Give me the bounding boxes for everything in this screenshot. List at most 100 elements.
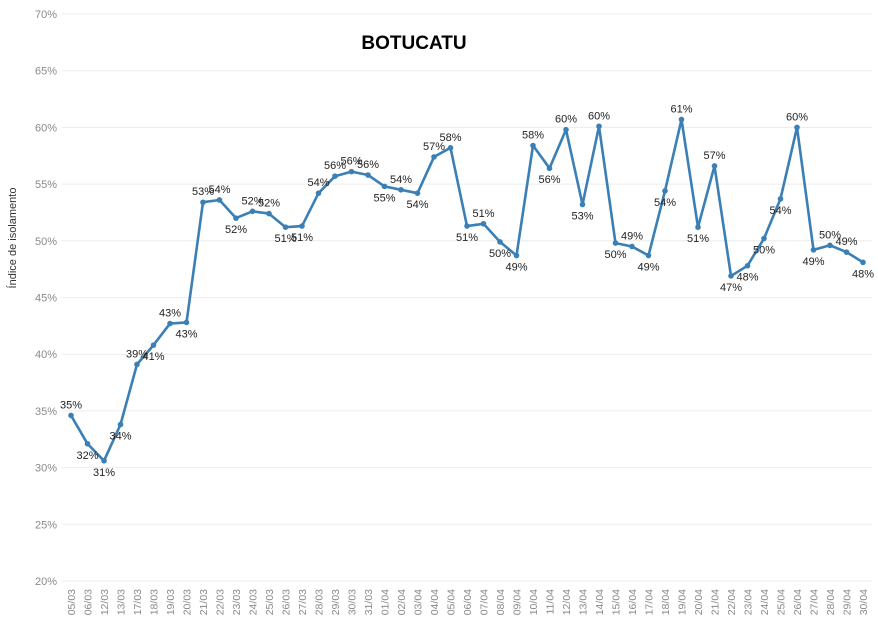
x-tick-label: 24/04: [759, 589, 771, 615]
x-tick-label: 12/04: [561, 589, 573, 615]
data-point: [612, 240, 619, 246]
data-label: 31%: [93, 467, 115, 479]
data-label: 51%: [291, 232, 313, 244]
data-point: [101, 457, 107, 464]
data-label: 60%: [588, 110, 610, 122]
data-point: [282, 224, 289, 230]
data-label: 51%: [456, 232, 478, 244]
data-point: [348, 168, 355, 175]
data-point: [332, 173, 338, 179]
x-tick-label: 24/03: [248, 589, 260, 615]
series-isolamento: [68, 116, 866, 464]
data-point: [563, 126, 569, 133]
x-tick-label: 31/03: [363, 589, 375, 615]
x-tick-label: 19/04: [677, 589, 689, 615]
x-tick-label: 29/03: [330, 589, 342, 615]
data-point: [464, 223, 470, 229]
data-label: 53%: [192, 186, 214, 198]
y-tick-label: 45%: [35, 293, 57, 305]
y-tick-label: 60%: [35, 122, 57, 134]
x-tick-label: 29/04: [842, 589, 854, 615]
data-point: [761, 235, 767, 242]
data-point: [662, 188, 668, 194]
y-tick-label: 65%: [35, 66, 57, 78]
x-tick-label: 15/04: [611, 589, 623, 615]
data-point: [266, 210, 272, 217]
data-point: [579, 201, 586, 208]
data-point: [216, 197, 223, 203]
data-point: [728, 273, 734, 279]
data-point: [117, 421, 124, 428]
x-tick-label: 19/03: [165, 589, 177, 615]
data-labels: 35%32%31%34%39%41%43%43%53%54%52%52%52%5…: [60, 103, 874, 478]
x-tick-label: 18/03: [149, 589, 161, 615]
data-point: [744, 262, 751, 269]
data-point: [645, 252, 652, 259]
y-tick-label: 35%: [35, 406, 57, 418]
x-tick-label: 22/03: [215, 589, 227, 615]
data-point: [513, 252, 520, 259]
data-label: 50%: [819, 229, 841, 241]
data-label: 48%: [736, 272, 758, 284]
data-label: 54%: [769, 205, 791, 217]
data-point: [596, 123, 602, 130]
data-point: [233, 215, 239, 221]
x-tick-label: 20/04: [693, 589, 705, 615]
x-tick-label: 16/04: [627, 589, 639, 615]
x-tick-label: 30/03: [347, 589, 359, 615]
y-tick-label: 50%: [35, 236, 57, 248]
data-point: [497, 239, 503, 245]
x-tick-label: 20/03: [182, 589, 194, 615]
data-point: [678, 116, 685, 123]
x-tick-label: 30/04: [858, 589, 870, 615]
data-point: [398, 186, 404, 193]
data-point: [249, 208, 256, 215]
data-point: [860, 259, 866, 266]
data-label: 49%: [835, 236, 857, 248]
x-tick-label: 17/03: [132, 589, 144, 615]
data-label: 57%: [703, 150, 725, 162]
series-line: [69, 118, 864, 463]
x-tick-label: 23/04: [743, 589, 755, 615]
data-point: [299, 223, 305, 229]
x-tick-label: 17/04: [644, 589, 656, 615]
data-point: [447, 145, 454, 151]
data-label: 52%: [225, 224, 247, 236]
data-label: 49%: [802, 256, 824, 268]
x-tick-label: 12/03: [99, 589, 111, 615]
data-label: 56%: [324, 160, 346, 172]
data-point: [134, 361, 140, 368]
data-point: [695, 224, 701, 230]
data-point: [84, 440, 91, 447]
data-label: 50%: [753, 245, 775, 257]
data-point: [315, 190, 322, 196]
x-tick-label: 10/04: [528, 589, 540, 615]
x-tick-label: 06/04: [462, 589, 474, 615]
data-label: 61%: [670, 103, 692, 115]
data-point: [365, 172, 371, 178]
x-tick-label: 05/03: [66, 589, 78, 615]
data-label: 58%: [522, 130, 544, 142]
data-label: 54%: [406, 199, 428, 211]
data-point: [546, 165, 553, 172]
x-tick-label: 04/04: [429, 589, 441, 615]
data-label: 56%: [357, 159, 379, 171]
data-point: [827, 242, 833, 249]
data-point: [777, 196, 784, 202]
data-label: 58%: [439, 132, 461, 144]
data-point: [183, 319, 190, 326]
y-tick-label: 70%: [35, 9, 57, 21]
data-label: 50%: [604, 249, 626, 261]
data-label: 52%: [258, 198, 280, 210]
x-tick-label: 01/04: [380, 589, 392, 615]
data-label: 54%: [654, 197, 676, 209]
data-point: [480, 220, 487, 227]
x-axis-ticks: 05/03 06/03 12/03 13/03 17/03 18/03 19/03 20/03…: [66, 589, 870, 615]
data-label: 60%: [786, 111, 808, 123]
data-point: [431, 154, 437, 160]
data-label: 54%: [208, 184, 230, 196]
data-label: 41%: [142, 351, 164, 363]
data-point: [810, 247, 817, 253]
data-label: 32%: [76, 450, 98, 462]
